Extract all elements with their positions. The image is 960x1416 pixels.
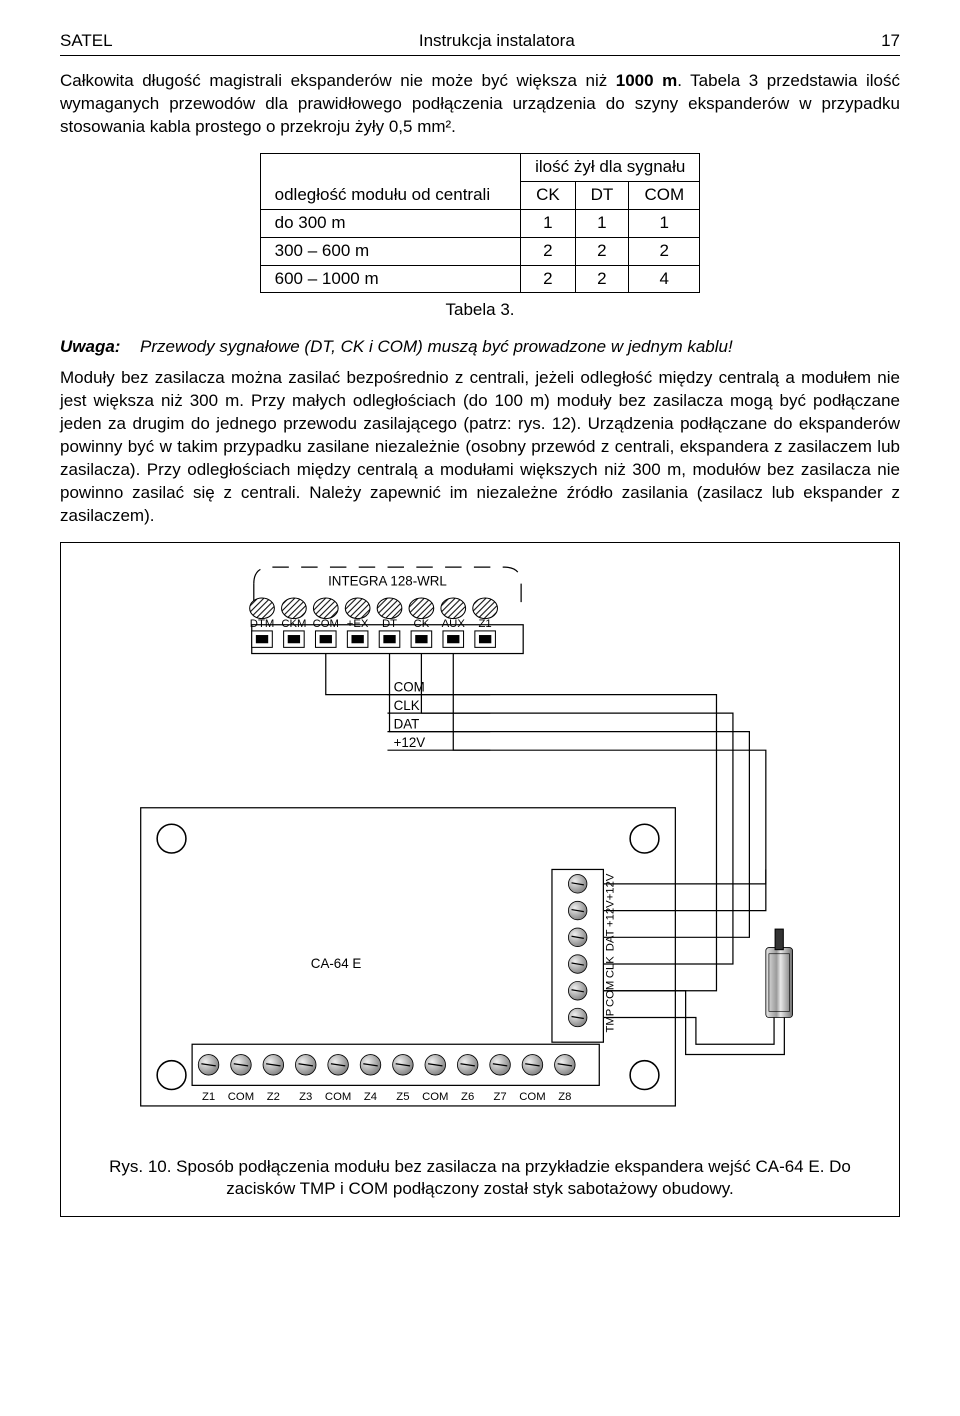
svg-text:COM: COM [605, 981, 617, 1007]
page-header: SATEL Instrukcja instalatora 17 [60, 30, 900, 56]
svg-text:Z6: Z6 [461, 1091, 474, 1103]
expander-label: CA-64 E [311, 956, 362, 971]
note-row: Uwaga: Przewody sygnałowe (DT, CK i COM)… [60, 336, 900, 359]
header-right: 17 [881, 30, 900, 53]
svg-text:CLK: CLK [605, 956, 617, 978]
table-col-com: COM [629, 181, 700, 209]
svg-text:CKM: CKM [281, 618, 306, 630]
svg-text:DT: DT [382, 618, 397, 630]
integra-label: INTEGRA 128-WRL [328, 574, 447, 589]
header-center: Instrukcja instalatora [419, 30, 575, 53]
body-paragraph: Moduły bez zasilacza można zasilać bezpo… [60, 367, 900, 528]
table-row: do 300 m 1 1 1 [260, 209, 700, 237]
svg-text:DTM: DTM [250, 618, 274, 630]
svg-text:COM: COM [519, 1091, 545, 1103]
table-caption: Tabela 3. [60, 299, 900, 322]
svg-text:TMP: TMP [605, 1009, 617, 1033]
table-col-dt: DT [575, 181, 629, 209]
svg-text:COM: COM [313, 618, 339, 630]
table-col-ck: CK [521, 181, 576, 209]
table-col0: odległość modułu od centrali [260, 153, 520, 209]
svg-text:COM: COM [325, 1091, 351, 1103]
svg-text:Z7: Z7 [493, 1091, 506, 1103]
svg-text:Z1: Z1 [202, 1091, 215, 1103]
table-header-span: ilość żył dla sygnału [521, 153, 700, 181]
svg-text:AUX: AUX [442, 618, 466, 630]
note-text: Przewody sygnałowe (DT, CK i COM) muszą … [140, 336, 733, 359]
svg-text:COM: COM [394, 679, 425, 694]
table-row: 300 – 600 m 2 2 2 [260, 237, 700, 265]
intro-paragraph: Całkowita długość magistrali ekspanderów… [60, 70, 900, 139]
diagram-svg: INTEGRA 128-WRL DTM CKM COM +EX DT CK AUX Z1 [79, 561, 881, 1137]
note-label: Uwaga: [60, 336, 140, 359]
header-left: SATEL [60, 30, 113, 53]
expander-wires [603, 869, 765, 990]
expander-board: CA-64 E TMP COM CLK DAT +12V+12V Z1 COM Z2 Z3 CO… [141, 808, 676, 1106]
bus-wires: COM CLK DAT +12V [326, 653, 766, 869]
svg-text:Z1: Z1 [479, 618, 492, 630]
svg-text:COM: COM [422, 1091, 448, 1103]
svg-text:COM: COM [228, 1091, 254, 1103]
svg-text:CK: CK [414, 618, 430, 630]
signal-table: odległość modułu od centrali ilość żył d… [60, 153, 900, 294]
svg-text:+12V: +12V [605, 873, 617, 900]
tamper-switch [766, 929, 793, 1017]
table-row: 600 – 1000 m 2 2 4 [260, 265, 700, 293]
integra-module: INTEGRA 128-WRL DTM CKM COM +EX DT CK AUX Z1 [250, 567, 523, 653]
svg-text:Z5: Z5 [396, 1091, 409, 1103]
svg-text:+12V: +12V [394, 735, 426, 750]
svg-text:Z2: Z2 [267, 1091, 280, 1103]
svg-text:DAT: DAT [394, 716, 420, 731]
figure-caption: Rys. 10. Sposób podłączenia modułu bez z… [79, 1156, 881, 1200]
svg-text:Z3: Z3 [299, 1091, 312, 1103]
wiring-diagram: INTEGRA 128-WRL DTM CKM COM +EX DT CK AUX Z1 [60, 542, 900, 1217]
svg-text:DAT: DAT [605, 929, 617, 951]
svg-text:Z8: Z8 [558, 1091, 571, 1103]
svg-text:+EX: +EX [347, 618, 369, 630]
svg-text:CLK: CLK [394, 698, 420, 713]
svg-text:+12V: +12V [605, 900, 617, 927]
svg-text:Z4: Z4 [364, 1091, 377, 1103]
